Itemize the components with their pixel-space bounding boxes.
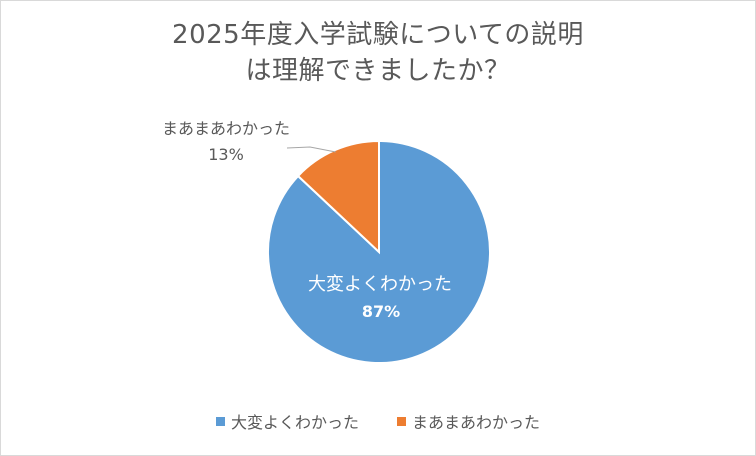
pie-slice-fairly-well xyxy=(296,139,380,255)
legend-swatch-very-well xyxy=(215,416,225,426)
legend-label-very-well: 大変よくわかった xyxy=(230,413,359,432)
pie-labels: 大変よくわかった 87% まあまあわかった 13% xyxy=(162,119,452,321)
data-label-fairly-well-percent: 13% xyxy=(208,145,244,164)
legend-item-very-well: 大変よくわかった xyxy=(215,409,359,433)
pie-slices xyxy=(267,139,491,364)
data-label-very-well-percent: 87% xyxy=(362,302,400,321)
chart-title-line-2: は理解できましたか？ xyxy=(245,56,511,86)
data-label-fairly-well-leader-line xyxy=(286,146,336,153)
legend-swatch-fairly-well xyxy=(397,416,406,426)
legend-item-fairly-well: まあまあわかった xyxy=(397,409,540,433)
data-label-fairly-well-name: まあまあわかった xyxy=(162,119,290,138)
chart-title-line-1: 2025年度入学試験についての説明 xyxy=(172,20,584,50)
legend-label-fairly-well: まあまあわかった xyxy=(412,413,541,432)
chart-legend: 大変よくわかった まあまあわかった xyxy=(1,409,755,433)
data-label-very-well-name: 大変よくわかった xyxy=(308,274,452,295)
chart-title: 2025年度入学試験についての説明 は理解できましたか？ xyxy=(1,17,755,89)
